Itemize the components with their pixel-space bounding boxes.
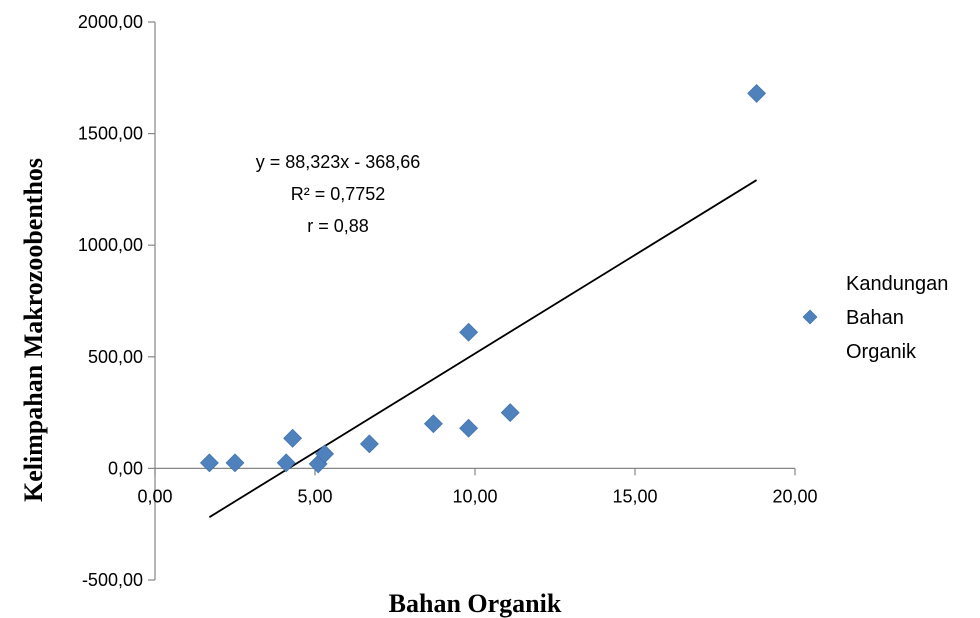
data-point (500, 403, 520, 423)
data-point (423, 414, 443, 434)
x-tick-label: 20,00 (772, 486, 817, 506)
y-tick-label: 0,00 (108, 458, 143, 478)
y-tick-label: 1500,00 (78, 124, 143, 144)
data-point (459, 322, 479, 342)
x-tick-label: 5,00 (297, 486, 332, 506)
x-tick-label: 0,00 (137, 486, 172, 506)
data-point (283, 428, 303, 448)
trendline (208, 179, 758, 518)
data-point (276, 453, 296, 473)
x-tick-label: 10,00 (452, 486, 497, 506)
x-tick-label: 15,00 (612, 486, 657, 506)
trendline-layer (208, 179, 758, 518)
legend-label: Bahan (846, 307, 904, 329)
legend-label: Organik (846, 341, 917, 363)
data-point (747, 83, 767, 103)
y-tick-label: 2000,00 (78, 12, 143, 32)
data-point (459, 418, 479, 438)
axes: -500,00 0,00 500,00 1000,00 1500,00 2000,00 0,… (78, 12, 818, 590)
y-tick-label: -500,00 (82, 570, 143, 590)
data-points (199, 83, 767, 474)
chart-text: y = 88,323x - 368,66 R² = 0,7752 r = 0,88 B… (19, 152, 562, 618)
y-tick-label: 500,00 (88, 347, 143, 367)
y-axis-title: Kelimpahan Makrozoobenthos (19, 158, 48, 502)
data-point (359, 434, 379, 454)
data-point (199, 453, 219, 473)
legend-marker (802, 309, 818, 325)
data-point (315, 444, 335, 464)
trendline-annotation: r = 0,88 (307, 216, 369, 236)
legend: Kandungan Bahan Organik (802, 273, 948, 363)
trendline-annotation: y = 88,323x - 368,66 (256, 152, 421, 172)
data-point (225, 453, 245, 473)
trendline-annotation: R² = 0,7752 (291, 184, 386, 204)
legend-label: Kandungan (846, 273, 948, 295)
y-tick-label: 1000,00 (78, 235, 143, 255)
x-axis-title: Bahan Organik (389, 589, 562, 618)
